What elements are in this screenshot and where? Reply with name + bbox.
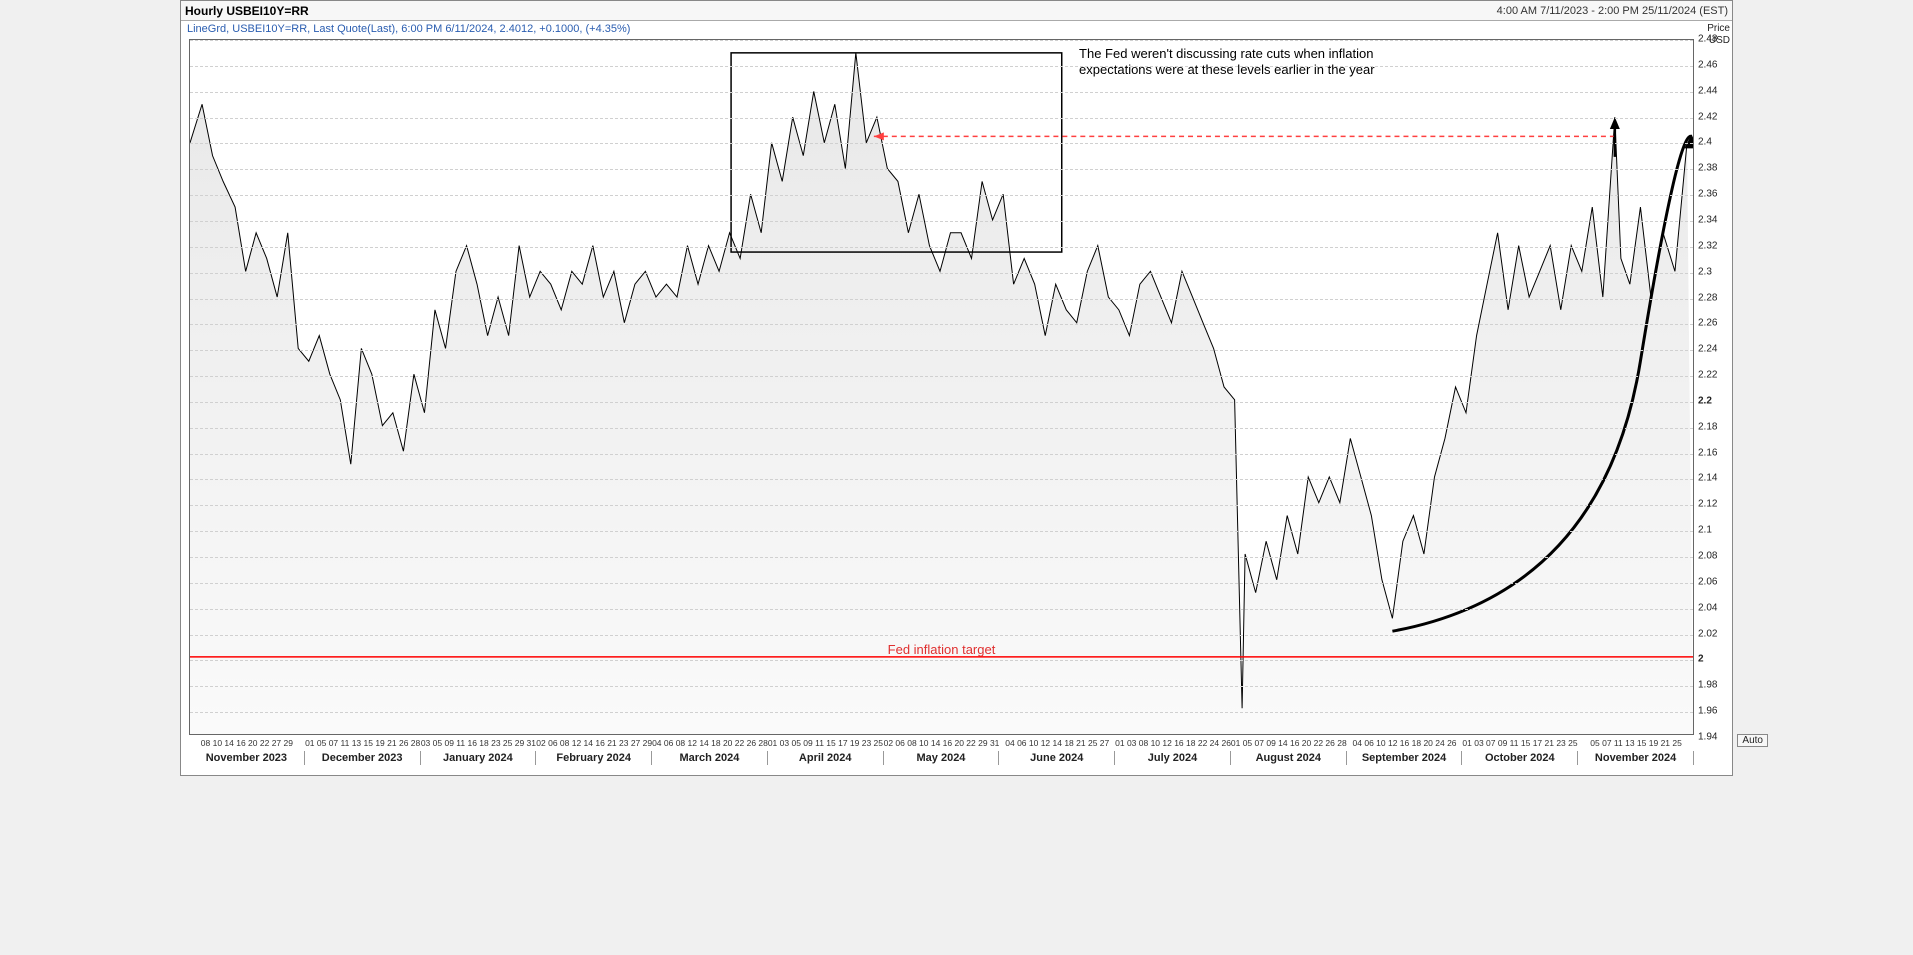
x-month-label: November 2023 [189,751,305,765]
x-month-label: July 2024 [1115,751,1231,765]
x-day-ticks: 01 05 07 11 13 15 19 21 26 28 [305,737,421,751]
chart-container: Hourly USBEI10Y=RR 4:00 AM 7/11/2023 - 2… [180,0,1733,776]
y-axis: Price USD Auto 1.941.961.9822.022.042.06… [1696,39,1732,735]
x-axis-month-row: November 2023December 2023January 2024Fe… [189,751,1694,765]
x-month-label: June 2024 [999,751,1115,765]
chart-title: Hourly USBEI10Y=RR [185,4,309,18]
chart-plot-area[interactable]: 2.4012Fed inflation targetThe Fed weren'… [189,39,1694,735]
x-day-ticks: 01 05 07 09 14 16 20 22 26 28 30 [1231,737,1347,751]
x-month-label: November 2024 [1578,751,1694,765]
x-month-label: September 2024 [1347,751,1463,765]
x-day-ticks: 02 06 08 10 14 16 20 22 29 31 [884,737,1000,751]
fed-target-label: Fed inflation target [888,642,996,657]
chart-quote-label: LineGrd, USBEI10Y=RR, Last Quote(Last), … [181,21,1732,37]
x-month-label: March 2024 [652,751,768,765]
x-month-label: May 2024 [884,751,1000,765]
chart-header: Hourly USBEI10Y=RR 4:00 AM 7/11/2023 - 2… [181,1,1732,21]
auto-scale-label[interactable]: Auto [1737,734,1768,747]
x-day-ticks: 05 07 11 13 15 19 21 25 [1578,737,1694,751]
x-day-ticks: 02 06 08 12 14 16 21 23 27 29 [536,737,652,751]
x-day-ticks: 08 10 14 16 20 22 27 29 [189,737,305,751]
x-day-ticks: 03 05 09 11 16 18 23 25 29 31 [421,737,537,751]
x-day-ticks: 01 03 05 09 11 15 17 19 23 25 30 [768,737,884,751]
x-month-label: October 2024 [1462,751,1578,765]
x-month-label: February 2024 [536,751,652,765]
x-month-label: August 2024 [1231,751,1347,765]
x-day-ticks: 04 06 08 12 14 18 20 22 26 28 [652,737,768,751]
x-axis-day-row: 08 10 14 16 20 22 27 2901 05 07 11 13 15… [189,737,1694,751]
x-day-ticks: 01 03 08 10 12 16 18 22 24 26 30 [1115,737,1231,751]
annotation-text: The Fed weren't discussing rate cuts whe… [1079,46,1389,77]
y-axis-title-price: Price [1707,23,1730,34]
x-month-label: April 2024 [768,751,884,765]
x-month-label: January 2024 [421,751,537,765]
x-day-ticks: 04 06 10 12 14 18 21 25 27 [999,737,1115,751]
x-month-label: December 2023 [305,751,421,765]
chart-time-range: 4:00 AM 7/11/2023 - 2:00 PM 25/11/2024 (… [1497,5,1728,17]
x-axis: 08 10 14 16 20 22 27 2901 05 07 11 13 15… [189,737,1694,775]
x-day-ticks: 01 03 07 09 11 15 17 21 23 25 29 31 [1462,737,1578,751]
x-day-ticks: 04 06 10 12 16 18 20 24 26 [1347,737,1463,751]
